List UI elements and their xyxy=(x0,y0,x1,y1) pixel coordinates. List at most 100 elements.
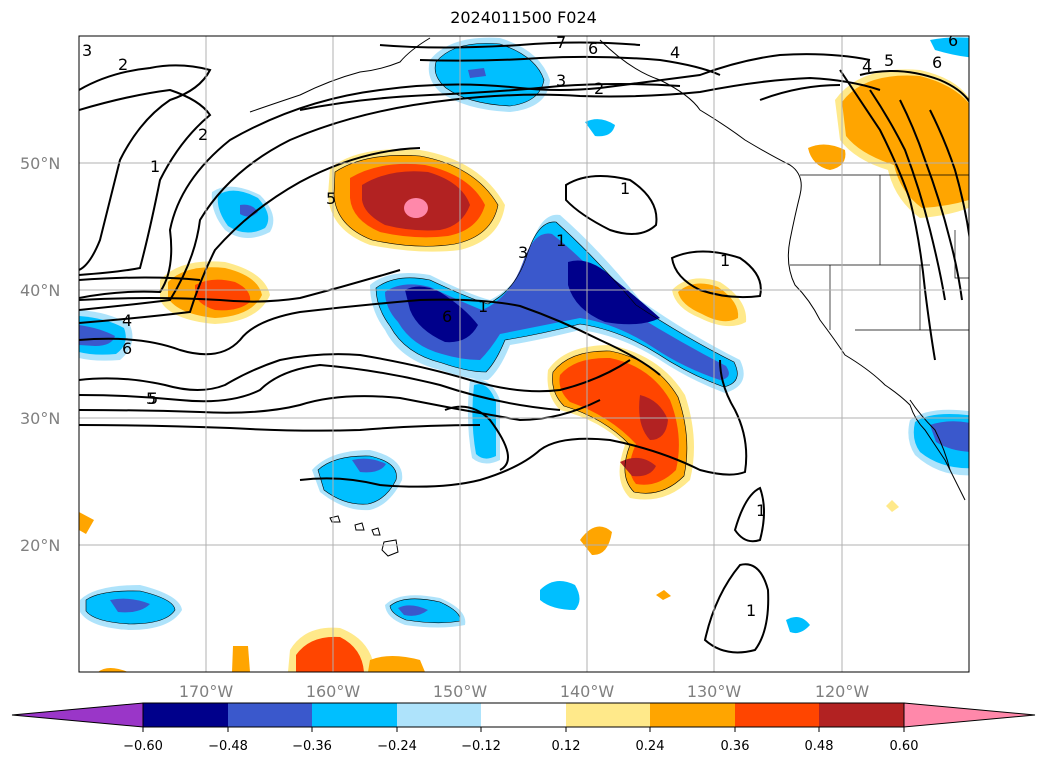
colorbar-tick-label: −0.60 xyxy=(123,739,163,754)
anomaly-negative-region xyxy=(352,458,386,473)
anomaly-negative-region xyxy=(468,68,486,78)
lon-tick-label: 150°W xyxy=(433,682,488,701)
anomaly-positive-region xyxy=(559,357,679,485)
hawaii-islands xyxy=(329,515,399,557)
colorbar-ticks xyxy=(142,727,905,732)
lon-tick-label: 120°W xyxy=(815,682,870,701)
contour-label: 6 xyxy=(948,31,958,50)
baja-coastline xyxy=(909,399,951,471)
contour-label: 6 xyxy=(122,339,132,358)
contour-label: 5 xyxy=(148,389,158,408)
colorbar-segment xyxy=(819,703,904,727)
colorbar: −0.60 −0.48 −0.36 −0.24 −0.12 0.12 0.24 … xyxy=(11,702,1036,754)
lat-tick-label: 50°N xyxy=(20,154,60,173)
contour-label: 5 xyxy=(884,51,894,70)
anomaly-negative-region xyxy=(385,233,729,380)
us-state-borders xyxy=(790,174,969,331)
colorbar-border xyxy=(142,702,905,728)
contour-label: 1 xyxy=(556,231,566,250)
colorbar-segment xyxy=(650,703,735,727)
anomaly-negative-region xyxy=(585,119,615,137)
anomaly-negative-region xyxy=(930,421,969,452)
colorbar-extend-high xyxy=(903,702,1036,728)
contour-label: 5 xyxy=(326,189,336,208)
colorbar-tick-label: 0.12 xyxy=(552,739,581,754)
anomaly-positive-region xyxy=(232,646,250,672)
contour-label: 5 xyxy=(146,389,156,408)
lon-tick-label: 160°W xyxy=(306,682,361,701)
colorbar-segment xyxy=(143,703,228,727)
lat-lon-grid xyxy=(79,36,969,672)
contour-label: 1 xyxy=(620,179,630,198)
anomaly-positive-region xyxy=(580,526,612,556)
colorbar-segment xyxy=(397,703,481,727)
contour-labels: 3 2 2 1 7 6 4 3 2 5 4 6 6 5 5 3 1 1 1 4 … xyxy=(82,31,958,620)
lon-tick-label: 130°W xyxy=(687,682,742,701)
contour-label: 1 xyxy=(150,157,160,176)
anomaly-negative-region xyxy=(398,605,428,616)
lat-tick-label: 30°N xyxy=(20,409,60,428)
lon-tick-label: 140°W xyxy=(560,682,615,701)
contour-label: 6 xyxy=(932,53,942,72)
anomaly-negative-region xyxy=(79,325,115,346)
colorbar-segment xyxy=(228,703,312,727)
contour-label: 2 xyxy=(118,55,128,74)
anomaly-negative-region xyxy=(110,598,150,613)
contour-label: 2 xyxy=(198,125,208,144)
colorbar-segment xyxy=(735,703,819,727)
colorbar-tick-label: 0.24 xyxy=(636,739,665,754)
lon-tick-label: 170°W xyxy=(179,682,234,701)
colorbar-tick-label: 0.48 xyxy=(805,739,834,754)
colorbar-tick-label: −0.12 xyxy=(461,739,501,754)
contour-label: 3 xyxy=(82,41,92,60)
anomaly-positive-region xyxy=(98,668,128,672)
contour-label: 1 xyxy=(720,251,730,270)
contour-label: 4 xyxy=(862,57,872,76)
coastline-layer xyxy=(249,37,969,557)
colorbar-segment xyxy=(481,703,566,727)
anomaly-positive-region xyxy=(808,144,846,170)
colorbar-tick-label: −0.24 xyxy=(377,739,417,754)
latitude-axis: 20°N 30°N 40°N 50°N xyxy=(20,154,60,555)
anomaly-negative-region xyxy=(540,581,580,610)
colorbar-extend-low xyxy=(11,702,144,728)
anomaly-positive-region xyxy=(404,198,428,218)
contour-label: 3 xyxy=(518,243,528,262)
colorbar-segment xyxy=(312,703,397,727)
contour-label: 4 xyxy=(122,311,132,330)
anomaly-positive-region xyxy=(886,500,899,512)
anomaly-negative-region xyxy=(786,616,810,634)
map-title: 2024011500 F024 xyxy=(450,8,597,27)
contour-label: 1 xyxy=(746,601,756,620)
anomaly-positive-region xyxy=(79,512,94,534)
anomaly-positive-region xyxy=(368,656,425,672)
contour-label: 3 xyxy=(556,71,566,90)
anomaly-negative-region xyxy=(405,260,660,343)
black-contour-lines xyxy=(79,41,969,654)
lat-tick-label: 40°N xyxy=(20,281,60,300)
colorbar-tick-label: −0.48 xyxy=(208,739,248,754)
contour-label: 6 xyxy=(442,307,452,326)
anomaly-positive-region xyxy=(656,590,671,600)
colorbar-tick-label: 0.36 xyxy=(721,739,750,754)
contour-label: 7 xyxy=(556,33,566,52)
lat-tick-label: 20°N xyxy=(20,536,60,555)
longitude-axis: 170°W 160°W 150°W 140°W 130°W 120°W xyxy=(179,682,870,701)
north-america-coastline xyxy=(599,39,966,501)
contour-label: 4 xyxy=(670,43,680,62)
anomaly-positive-region xyxy=(195,279,251,311)
anomaly-negative-region xyxy=(930,37,969,58)
contour-label: 1 xyxy=(478,297,488,316)
contour-label: 1 xyxy=(756,501,766,520)
alaska-coastline xyxy=(249,37,431,113)
anomaly-positive-region xyxy=(296,636,364,672)
colorbar-segment xyxy=(566,703,650,727)
plot-border xyxy=(78,35,970,673)
anomaly-positive-region xyxy=(678,283,739,322)
anomaly-negative-region xyxy=(472,384,496,459)
contour-label: 2 xyxy=(594,79,604,98)
colorbar-tick-label: 0.60 xyxy=(890,739,919,754)
contour-label: 6 xyxy=(588,39,598,58)
anomaly-positive-region xyxy=(620,395,668,477)
